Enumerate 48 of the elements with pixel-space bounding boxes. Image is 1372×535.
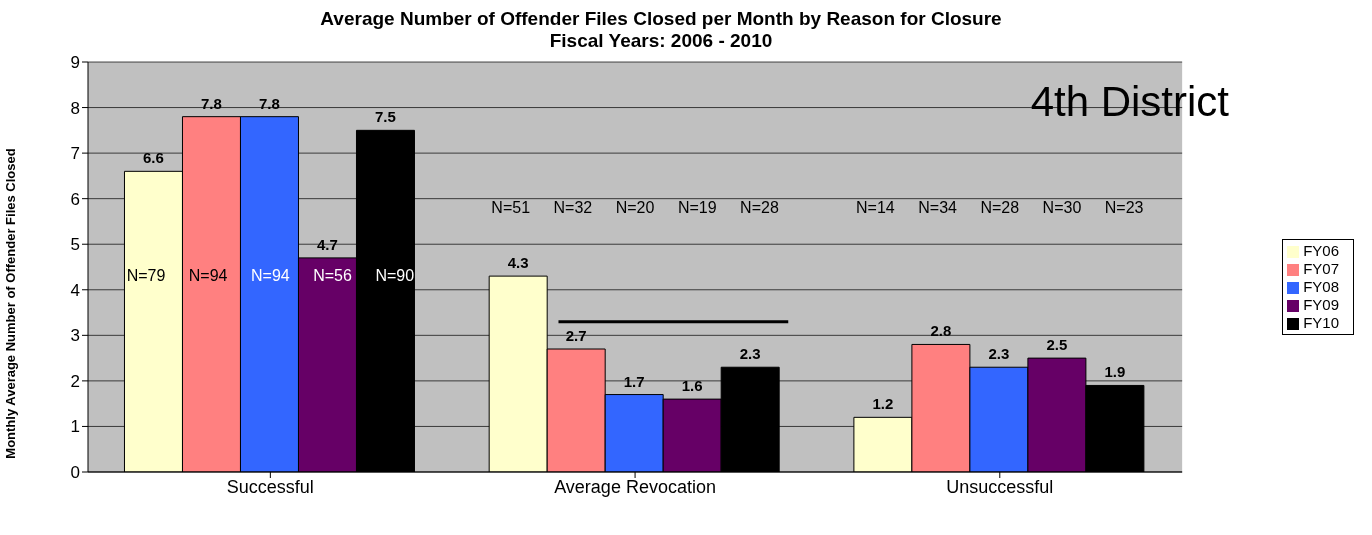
y-tick-label: 4 xyxy=(70,280,80,300)
data-label: 2.3 xyxy=(988,345,1010,363)
annotation: N=94 xyxy=(188,267,228,285)
chart-subtitle: Fiscal Years: 2006 - 2010 xyxy=(548,30,774,52)
y-tick-label: 2 xyxy=(70,371,80,391)
annotation: N=14 xyxy=(856,198,895,216)
data-label: 2.8 xyxy=(930,322,952,340)
annotation: N=23 xyxy=(1104,198,1144,216)
chart-title: Average Number of Offender Files Closed per Month by Reason for Closure xyxy=(319,8,1003,30)
y-tick-label: 0 xyxy=(70,463,80,483)
data-label: 1.2 xyxy=(872,395,894,413)
legend-label: FY08 xyxy=(1303,278,1339,295)
annotation: N=32 xyxy=(553,198,593,216)
data-label: 2.5 xyxy=(1046,336,1068,354)
data-label: 2.3 xyxy=(739,345,761,363)
legend-label: FY09 xyxy=(1303,296,1339,313)
annotation: N=90 xyxy=(375,267,415,285)
data-label: 1.6 xyxy=(681,377,703,395)
data-label: 1.9 xyxy=(1104,363,1126,381)
y-tick-label: 5 xyxy=(70,235,80,255)
y-tick-label: 3 xyxy=(70,326,80,346)
y-tick-label: 8 xyxy=(70,98,80,118)
data-label: 6.6 xyxy=(143,149,164,167)
legend-label: FY06 xyxy=(1303,242,1339,259)
data-label: 7.5 xyxy=(375,108,396,126)
legend-label: FY07 xyxy=(1303,260,1339,277)
y-tick-label: 1 xyxy=(70,417,80,437)
x-tick-label: Successful xyxy=(226,476,314,497)
y-tick-label: 7 xyxy=(70,144,80,164)
annotation: N=79 xyxy=(126,267,166,285)
annotation: N=30 xyxy=(1042,198,1082,216)
annotation: N=34 xyxy=(918,198,958,216)
legend-label: FY10 xyxy=(1303,314,1339,331)
annotation: N=51 xyxy=(491,198,531,216)
y-tick-label: 6 xyxy=(70,189,80,209)
annotation: N=28 xyxy=(980,198,1020,216)
annotation: N=19 xyxy=(677,198,717,216)
y-axis-title: Monthly Average Number of Offender Files Closed xyxy=(2,147,18,459)
data-label: 4.3 xyxy=(507,254,529,272)
data-label: 4.7 xyxy=(317,235,338,253)
x-tick-label: Average Revocation xyxy=(554,476,716,497)
annotation: N=94 xyxy=(251,267,290,285)
data-label: 1.7 xyxy=(623,372,645,390)
x-tick-label: Unsuccessful xyxy=(946,476,1054,497)
annotation: N=28 xyxy=(740,198,779,216)
annotation: N=56 xyxy=(313,267,352,285)
annotation: N=20 xyxy=(615,198,655,216)
y-tick-label: 9 xyxy=(70,53,80,73)
